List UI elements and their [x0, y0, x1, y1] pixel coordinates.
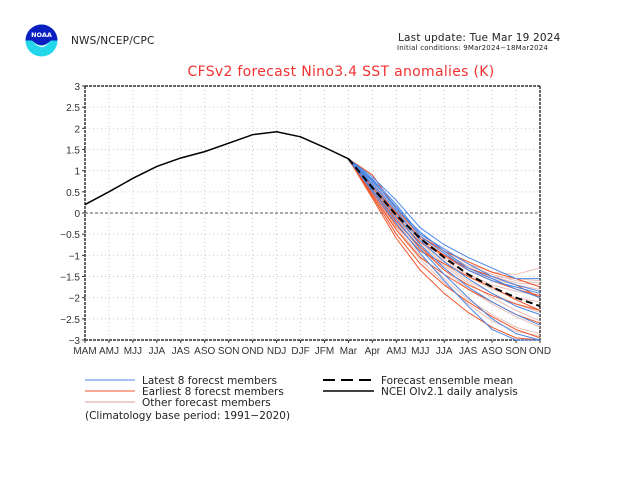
y-tick-label: 0.5	[66, 188, 80, 199]
x-tick-label: MAM	[73, 346, 96, 357]
x-tick-label: DJF	[291, 346, 309, 357]
y-tick-label: 2.5	[66, 103, 80, 114]
y-tick-label: 1	[74, 167, 80, 178]
latest-member-line	[348, 158, 541, 299]
y-tick-label: 3	[74, 82, 80, 93]
x-tick-label: JAS	[459, 346, 478, 357]
latest-member-line	[348, 158, 541, 292]
x-tick-label: JFM	[315, 346, 334, 357]
latest-member-line	[348, 158, 541, 316]
x-tick-label: MJJ	[411, 346, 429, 357]
legend-label-observed: NCEI OIv2.1 daily analysis	[381, 386, 518, 398]
x-tick-label: SON	[218, 346, 240, 357]
observed-point	[84, 203, 86, 206]
latest-member-line	[348, 158, 541, 341]
x-tick-label: Apr	[365, 346, 381, 357]
y-tick-label: 2	[74, 124, 80, 135]
legend-label-other: Other forecast members	[142, 397, 271, 409]
y-tick-label: −1.5	[60, 273, 80, 284]
noaa-logo: NOAA	[25, 24, 58, 57]
x-tick-label: AMJ	[386, 346, 406, 357]
series	[84, 130, 541, 341]
observed-point	[180, 157, 182, 159]
initial-conditions: Initial conditions: 9Mar2024−18Mar2024	[397, 44, 549, 52]
x-tick-label: JJA	[436, 346, 453, 357]
x-tick-label: OND	[529, 346, 551, 357]
ensemble-mean-line	[347, 158, 541, 308]
x-tick-label: ASO	[482, 346, 503, 357]
y-tick-label: −2.5	[60, 315, 80, 326]
observed-line	[84, 130, 349, 206]
observed-point	[275, 131, 278, 133]
y-tick-label: 0	[74, 209, 80, 220]
x-tick-label: OND	[242, 346, 264, 357]
observed-point	[156, 165, 158, 168]
observed-point	[299, 136, 302, 138]
last-update: Last update: Tue Mar 19 2024	[398, 32, 561, 44]
x-tick-label: JAS	[172, 346, 191, 357]
x-tick-label: ASO	[194, 346, 215, 357]
earliest-member-line	[347, 158, 541, 341]
x-tick-label: JJA	[149, 346, 166, 357]
legend-label-earliest: Earliest 8 forecst members	[142, 386, 284, 398]
climatology-note: (Climatology base period: 1991−2020)	[85, 410, 290, 422]
observed-point	[132, 177, 134, 179]
observed-point	[228, 142, 230, 144]
x-tick-label: Mar	[340, 346, 358, 357]
earliest-member-line	[348, 158, 541, 339]
observed-point	[323, 146, 326, 148]
y-tick-label: −0.5	[60, 230, 80, 241]
agency-label: NWS/NCEP/CPC	[71, 35, 155, 47]
latest-member-line	[348, 158, 540, 280]
x-tick-label: SON	[505, 346, 527, 357]
observed-point	[108, 191, 110, 193]
y-tick-label: −1	[69, 251, 81, 262]
noaa-logo-icon: NOAA	[25, 24, 58, 57]
x-tick-label: NDJ	[267, 346, 286, 357]
legend-label-latest: Latest 8 forecst members	[142, 375, 277, 387]
legend-label-mean: Forecast ensemble mean	[381, 375, 513, 387]
chart-title: CFSv2 forecast Nino3.4 SST anomalies (K)	[187, 64, 495, 80]
grid	[85, 86, 540, 340]
x-tick-label: AMJ	[99, 346, 119, 357]
other-member-line	[348, 158, 541, 337]
y-tick-label: −3	[69, 336, 81, 347]
x-tick-label: MJJ	[124, 346, 142, 357]
y-tick-label: 1.5	[66, 146, 80, 157]
latest-member-line	[348, 158, 540, 341]
noaa-logo-text: NOAA	[31, 31, 52, 39]
observed-point	[252, 134, 254, 136]
observed-point	[347, 158, 350, 160]
observed-point	[204, 151, 206, 153]
y-tick-label: −2	[69, 294, 81, 305]
